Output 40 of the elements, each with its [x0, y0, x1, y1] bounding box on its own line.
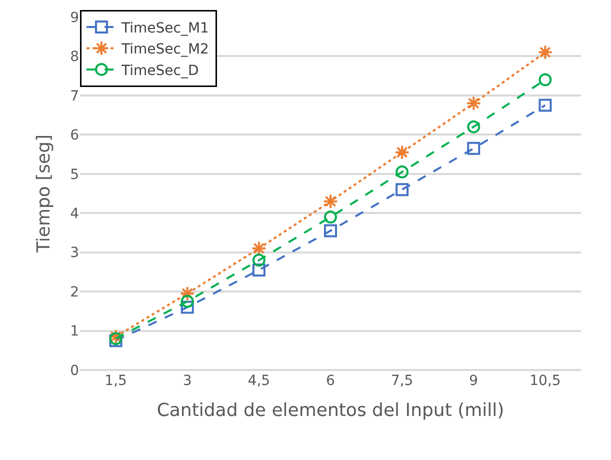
point	[538, 73, 552, 86]
x-tick-label: 10,5	[530, 373, 561, 389]
point	[180, 300, 194, 314]
point	[467, 142, 480, 155]
y-tick-label: 0	[70, 362, 79, 379]
point	[466, 96, 482, 111]
point	[322, 194, 338, 209]
x-axis-title: Cantidad de elementos del Input (mill)	[156, 400, 504, 422]
point	[394, 144, 410, 160]
point	[467, 120, 480, 134]
y-tick-label: 2	[70, 284, 79, 300]
point	[180, 294, 194, 308]
y-tick-label: 3	[70, 245, 79, 262]
point	[252, 263, 266, 276]
point	[324, 210, 337, 224]
y-tick-label: 5	[70, 166, 79, 183]
point	[108, 329, 124, 344]
point	[180, 286, 195, 302]
y-tick-label: 8	[70, 49, 79, 66]
point	[396, 165, 409, 178]
y-tick-label: 6	[70, 128, 80, 144]
x-tick-label: 4,5	[248, 373, 270, 389]
y-tick-label: 9	[70, 10, 79, 26]
legend-label: TimeSec_M1	[120, 20, 209, 36]
point	[396, 183, 409, 196]
y-tick-label: 4	[70, 206, 80, 222]
y-tick-label: 1	[70, 324, 79, 340]
x-tick-label: 6	[326, 373, 336, 389]
y-tick-label: 7	[70, 88, 79, 104]
point	[538, 44, 553, 60]
x-tick-label: 1,5	[104, 373, 127, 389]
x-tick-label: 9	[469, 373, 478, 389]
legend-label: TimeSec_M2	[120, 42, 209, 58]
x-tick-label: 3	[182, 373, 192, 389]
y-axis-title: Tiempo [seg]	[33, 134, 54, 254]
x-tick-label: 7,5	[390, 373, 414, 389]
point	[324, 224, 337, 238]
point	[252, 254, 266, 267]
point	[538, 98, 552, 112]
legend-label: TimeSec_D	[120, 62, 199, 79]
